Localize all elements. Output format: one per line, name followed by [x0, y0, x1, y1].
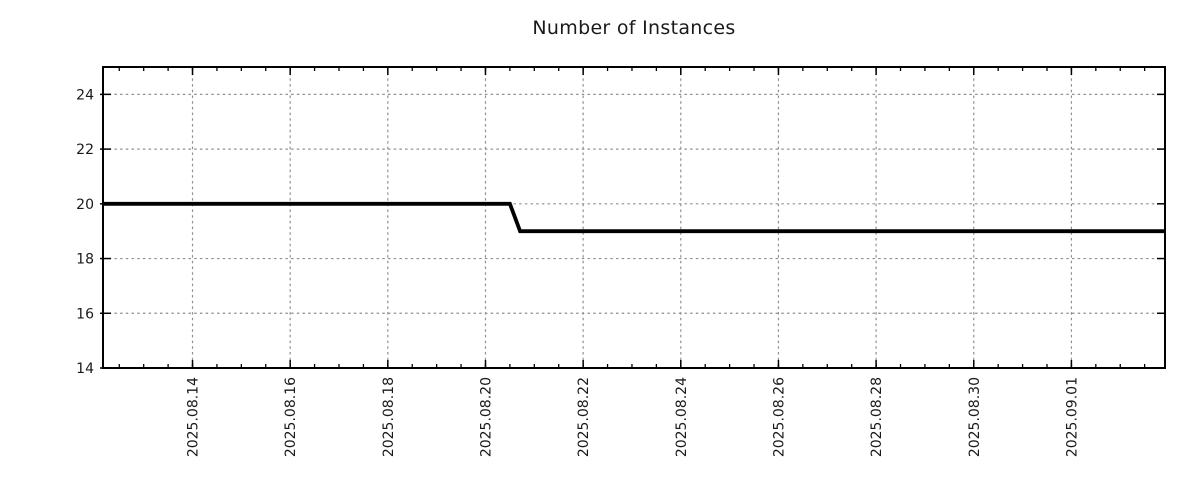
series-line-instances [103, 201, 1165, 234]
x-tick-label: 2025.09.01 [1064, 377, 1080, 457]
x-tick-label: 2025.08.18 [381, 377, 397, 457]
y-tick-label: 24 [76, 87, 94, 103]
y-tick-label: 14 [76, 361, 94, 377]
x-tick-label: 2025.08.28 [869, 377, 885, 457]
x-tick-label: 2025.08.14 [186, 377, 202, 457]
x-tick-label: 2025.08.30 [967, 377, 983, 457]
y-tick-label: 22 [76, 142, 94, 158]
y-tick-label: 18 [76, 252, 94, 268]
x-tick-label: 2025.08.16 [283, 377, 299, 457]
plot-border [102, 66, 1166, 369]
x-tick-label: 2025.08.26 [771, 377, 787, 457]
y-tick-label: 16 [76, 306, 94, 322]
x-tick-label: 2025.08.24 [674, 377, 690, 457]
y-tick-label: 20 [76, 197, 94, 213]
x-tick-label: 2025.08.20 [478, 377, 494, 457]
chart-title: Number of Instances [532, 17, 736, 39]
x-tick-label: 2025.08.22 [576, 377, 592, 457]
